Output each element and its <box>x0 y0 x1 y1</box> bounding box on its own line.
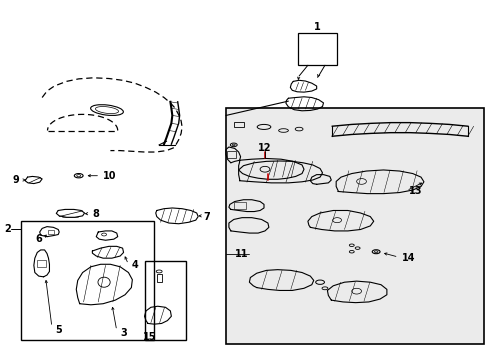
Text: 3: 3 <box>120 328 127 338</box>
Text: 10: 10 <box>103 171 116 181</box>
Text: 9: 9 <box>13 175 19 185</box>
Bar <box>144 261 185 339</box>
Text: 1: 1 <box>314 22 320 32</box>
Text: 15: 15 <box>143 332 156 342</box>
Bar <box>225 108 484 344</box>
Text: 13: 13 <box>408 186 422 197</box>
Text: 14: 14 <box>401 253 414 263</box>
Bar <box>157 274 161 282</box>
Text: 4: 4 <box>131 260 138 270</box>
Bar <box>48 230 54 234</box>
Bar <box>233 122 244 127</box>
Bar <box>298 33 336 65</box>
Bar <box>233 202 245 209</box>
Text: 11: 11 <box>234 248 248 258</box>
Text: 12: 12 <box>258 143 271 153</box>
Bar <box>37 260 45 267</box>
Text: 2: 2 <box>5 225 11 234</box>
Bar <box>21 221 154 339</box>
Text: 6: 6 <box>35 234 42 244</box>
Text: 8: 8 <box>92 210 99 220</box>
Text: 5: 5 <box>55 325 61 335</box>
Text: 7: 7 <box>203 212 209 221</box>
Bar <box>226 151 235 158</box>
